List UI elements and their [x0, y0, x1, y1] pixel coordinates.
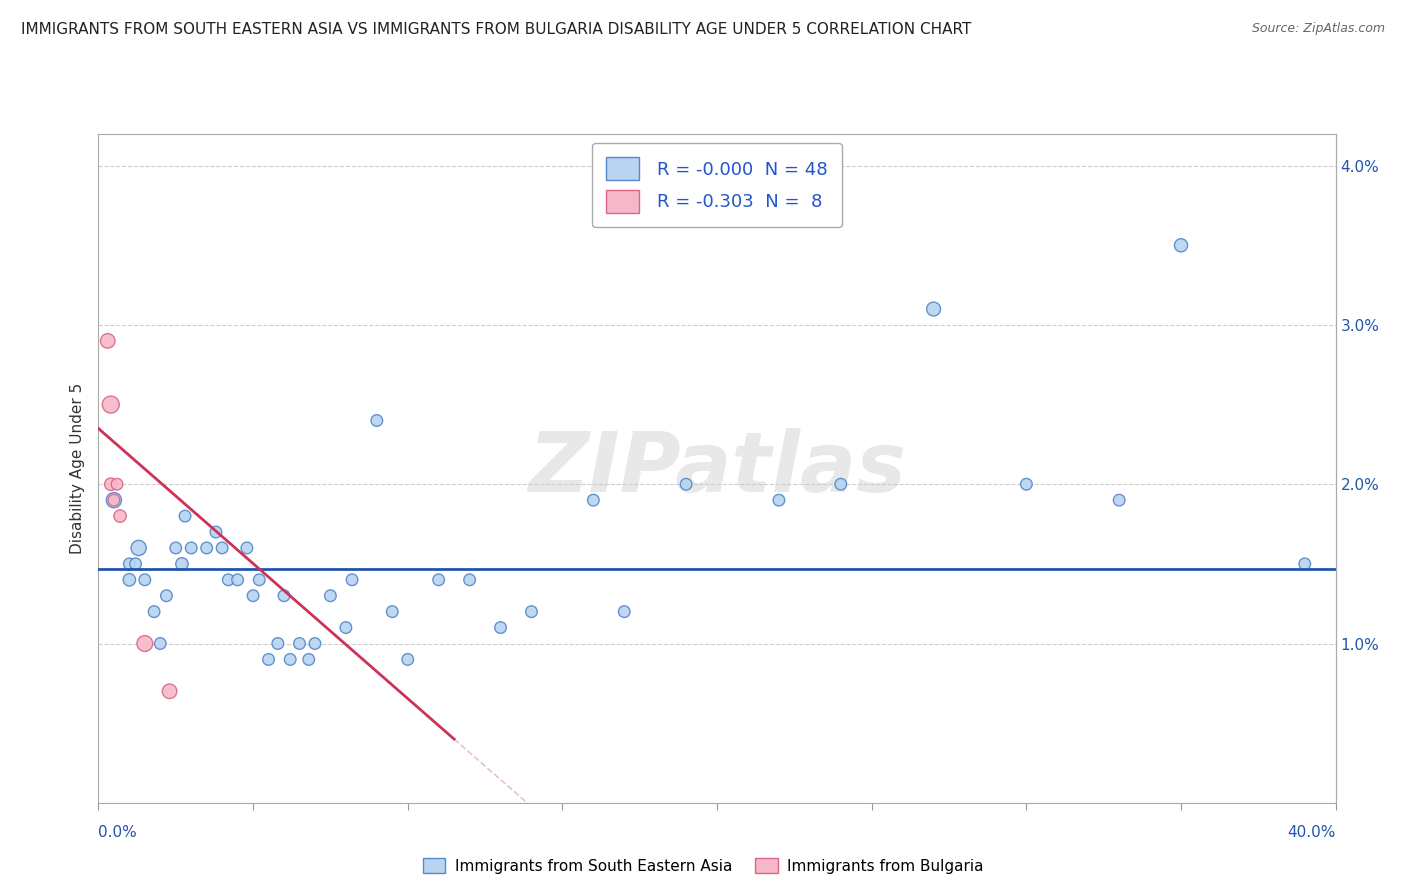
Text: 0.0%: 0.0% — [98, 825, 138, 840]
Point — [1294, 557, 1316, 571]
Point — [100, 477, 122, 491]
Point — [267, 636, 290, 650]
Point — [170, 557, 193, 571]
Point — [366, 413, 388, 427]
Point — [217, 573, 239, 587]
Point — [278, 652, 301, 666]
Point — [381, 605, 404, 619]
Point — [124, 557, 146, 571]
Text: IMMIGRANTS FROM SOUTH EASTERN ASIA VS IMMIGRANTS FROM BULGARIA DISABILITY AGE UN: IMMIGRANTS FROM SOUTH EASTERN ASIA VS IM… — [21, 22, 972, 37]
Point — [134, 636, 156, 650]
Point — [174, 509, 197, 524]
Point — [242, 589, 264, 603]
Point — [211, 541, 233, 555]
Point — [155, 589, 177, 603]
Point — [675, 477, 697, 491]
Point — [1015, 477, 1038, 491]
Text: Source: ZipAtlas.com: Source: ZipAtlas.com — [1251, 22, 1385, 36]
Point — [128, 541, 150, 555]
Y-axis label: Disability Age Under 5: Disability Age Under 5 — [70, 383, 86, 554]
Point — [830, 477, 852, 491]
Point — [134, 573, 156, 587]
Point — [236, 541, 259, 555]
Point — [427, 573, 450, 587]
Point — [205, 524, 228, 539]
Point — [103, 493, 125, 508]
Point — [582, 493, 605, 508]
Point — [768, 493, 790, 508]
Text: 40.0%: 40.0% — [1288, 825, 1336, 840]
Point — [118, 557, 141, 571]
Point — [489, 621, 512, 635]
Point — [1108, 493, 1130, 508]
Point — [613, 605, 636, 619]
Point — [97, 334, 120, 348]
Point — [105, 477, 128, 491]
Point — [1170, 238, 1192, 252]
Point — [195, 541, 218, 555]
Point — [108, 509, 131, 524]
Point — [118, 573, 141, 587]
Legend: Immigrants from South Eastern Asia, Immigrants from Bulgaria: Immigrants from South Eastern Asia, Immi… — [416, 852, 990, 880]
Point — [247, 573, 270, 587]
Point — [257, 652, 280, 666]
Point — [319, 589, 342, 603]
Point — [100, 398, 122, 412]
Point — [143, 605, 166, 619]
Point — [335, 621, 357, 635]
Point — [340, 573, 363, 587]
Point — [304, 636, 326, 650]
Point — [458, 573, 481, 587]
Point — [922, 301, 945, 316]
Point — [298, 652, 321, 666]
Point — [149, 636, 172, 650]
Point — [159, 684, 181, 698]
Text: ZIPatlas: ZIPatlas — [529, 428, 905, 508]
Point — [226, 573, 249, 587]
Point — [520, 605, 543, 619]
Point — [165, 541, 187, 555]
Point — [288, 636, 311, 650]
Point — [396, 652, 419, 666]
Point — [180, 541, 202, 555]
Point — [273, 589, 295, 603]
Point — [103, 493, 125, 508]
Legend: R = -0.000  N = 48, R = -0.303  N =  8: R = -0.000 N = 48, R = -0.303 N = 8 — [592, 143, 842, 227]
